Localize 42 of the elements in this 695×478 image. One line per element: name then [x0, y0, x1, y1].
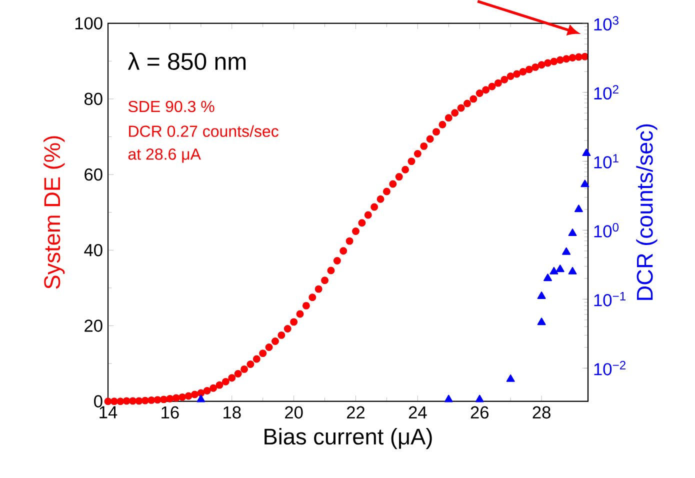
y-tick-label: 100: [75, 17, 102, 30]
y-tick-label: 80: [84, 92, 102, 105]
x-tick-label: 14: [100, 406, 118, 418]
y2-tick-label: 10$^{−1}$: [594, 292, 626, 306]
x-tick-label: 24: [408, 406, 427, 418]
point: [556, 264, 564, 272]
point: [550, 266, 558, 274]
x-tick-label: 22: [346, 406, 365, 418]
y-tick-label: 20: [84, 319, 102, 332]
y2-tick-label: 10$^{2}$: [594, 84, 618, 100]
y-tick-label: 40: [84, 244, 102, 256]
point: [475, 394, 484, 402]
y2-tick-label: 10$^{1}$: [594, 154, 618, 168]
y2-axis-title: DCR (counts/sec): [636, 124, 658, 300]
point: [562, 247, 571, 255]
point: [537, 317, 546, 325]
x-axis-title: Bias current (μA): [264, 428, 432, 449]
y2-tick-label: 10$^{0}$: [594, 222, 619, 238]
x-tick-label: 26: [470, 406, 488, 418]
point: [580, 180, 590, 188]
point: [582, 148, 591, 156]
point: [506, 374, 515, 382]
annotation: at 28.6 μA: [128, 148, 201, 163]
point: [537, 291, 546, 299]
point: [568, 228, 577, 236]
annotation: SDE 90.3 %: [128, 100, 214, 112]
annotation: DCR 0.27 counts/sec: [129, 125, 278, 137]
x-tick-label: 16: [162, 406, 179, 418]
y2-tick-label: 10$^{−2}$: [594, 360, 626, 376]
point: [196, 394, 206, 402]
point: [444, 394, 453, 402]
y2-tick-label: 10$^{3}$: [594, 16, 618, 30]
x-tick-label: 20: [285, 406, 303, 418]
y-axis-title: System DE (%): [44, 136, 65, 289]
y-tick-label: 0: [94, 395, 102, 408]
annotation: λ = 850 nm: [128, 52, 246, 70]
point: [544, 273, 552, 281]
point: [574, 204, 583, 212]
x-tick-label: 28: [532, 406, 550, 418]
point: [568, 266, 577, 274]
x-tick-label: 18: [224, 406, 241, 418]
y-tick-label: 60: [84, 168, 102, 181]
